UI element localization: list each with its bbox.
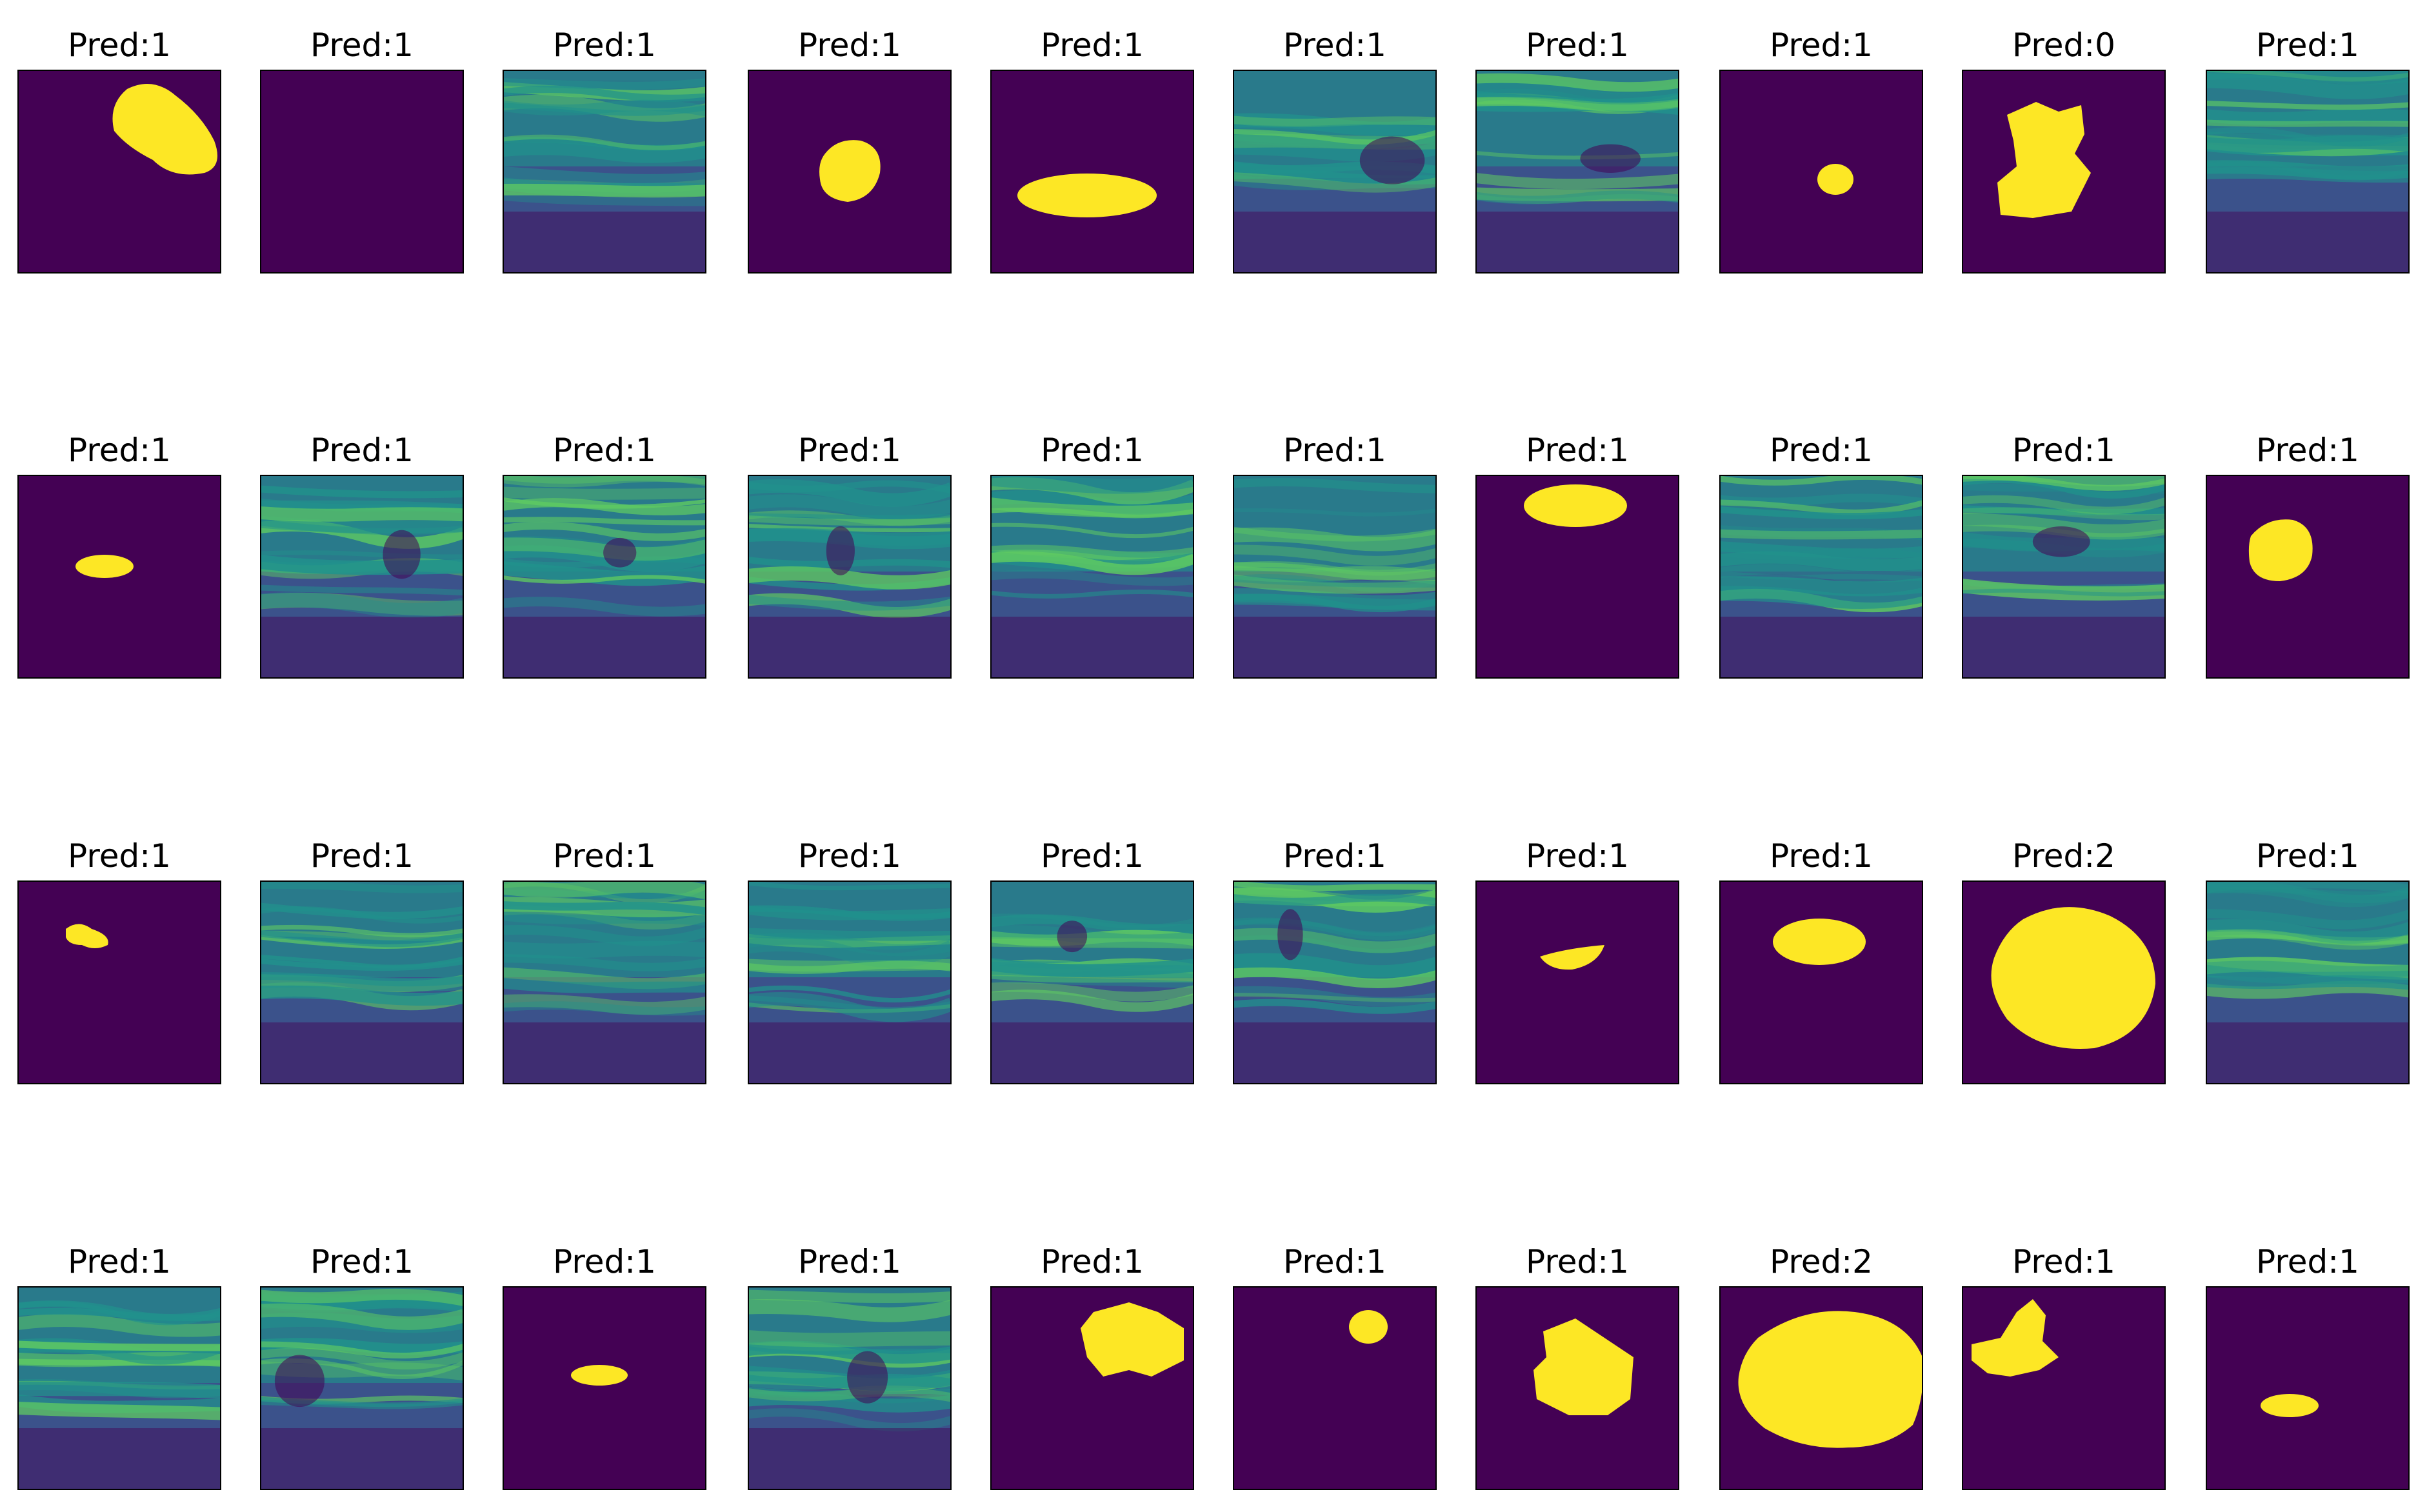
ultrasound-image (748, 880, 952, 1084)
segmentation-mask-image (1962, 880, 2166, 1084)
tile-title: Pred:1 (1526, 837, 1629, 875)
tile-title: Pred:1 (2012, 432, 2115, 469)
ultrasound-image (17, 1286, 221, 1490)
ultrasound-image (1475, 70, 1679, 274)
segmentation-mask-image (1719, 1286, 1923, 1490)
tile-title: Pred:1 (310, 1243, 414, 1280)
tile-title: Pred:1 (1041, 432, 1144, 469)
tile-title: Pred:1 (1526, 432, 1629, 469)
tile-title: Pred:1 (1770, 26, 1873, 64)
segmentation-mask-image (1719, 70, 1923, 274)
ultrasound-image (260, 880, 464, 1084)
tile-title: Pred:1 (2256, 837, 2359, 875)
tile-title: Pred:2 (1770, 1243, 1873, 1280)
tile-title: Pred:1 (1770, 837, 1873, 875)
tile-title: Pred:1 (68, 1243, 171, 1280)
tile-title: Pred:1 (553, 432, 656, 469)
segmentation-mask-image (503, 1286, 706, 1490)
tile-title: Pred:0 (2012, 26, 2115, 64)
segmentation-mask-image (1475, 880, 1679, 1084)
segmentation-mask-image (990, 70, 1194, 274)
tile-title: Pred:1 (1041, 1243, 1144, 1280)
tile-title: Pred:1 (1283, 1243, 1386, 1280)
tile-title: Pred:1 (798, 1243, 901, 1280)
tile-title: Pred:1 (553, 837, 656, 875)
tile-title: Pred:1 (553, 1243, 656, 1280)
tile-title: Pred:1 (310, 432, 414, 469)
tile-title: Pred:1 (2256, 432, 2359, 469)
tile-title: Pred:1 (2012, 1243, 2115, 1280)
tile-title: Pred:1 (1526, 26, 1629, 64)
segmentation-mask-image (2206, 475, 2410, 679)
ultrasound-image (260, 475, 464, 679)
tile-title: Pred:1 (68, 837, 171, 875)
ultrasound-image (503, 880, 706, 1084)
ultrasound-image (1962, 475, 2166, 679)
ultrasound-image (503, 475, 706, 679)
ultrasound-image (2206, 880, 2410, 1084)
tile-title: Pred:1 (2256, 26, 2359, 64)
segmentation-mask-image (17, 475, 221, 679)
segmentation-mask-image (17, 70, 221, 274)
tile-title: Pred:1 (68, 26, 171, 64)
tile-title: Pred:1 (1283, 837, 1386, 875)
tile-title: Pred:1 (553, 26, 656, 64)
ultrasound-image (1719, 475, 1923, 679)
segmentation-mask-image (748, 70, 952, 274)
segmentation-mask-image (1475, 475, 1679, 679)
ultrasound-image (748, 1286, 952, 1490)
segmentation-mask-image (1962, 70, 2166, 274)
tile-title: Pred:1 (310, 837, 414, 875)
tile-title: Pred:1 (798, 26, 901, 64)
ultrasound-image (990, 475, 1194, 679)
ultrasound-image (990, 880, 1194, 1084)
ultrasound-image (748, 475, 952, 679)
tile-title: Pred:1 (1283, 26, 1386, 64)
segmentation-mask-image (1233, 1286, 1437, 1490)
segmentation-mask-image (990, 1286, 1194, 1490)
tile-title: Pred:1 (798, 432, 901, 469)
segmentation-mask-image (2206, 1286, 2410, 1490)
tile-title: Pred:2 (2012, 837, 2115, 875)
tile-title: Pred:1 (1041, 26, 1144, 64)
tile-title: Pred:1 (1770, 432, 1873, 469)
empty-mask-image (260, 70, 464, 274)
ultrasound-image (260, 1286, 464, 1490)
ultrasound-image (1233, 880, 1437, 1084)
tile-title: Pred:1 (1041, 837, 1144, 875)
ultrasound-image (1233, 70, 1437, 274)
tile-title: Pred:1 (2256, 1243, 2359, 1280)
ultrasound-image (1233, 475, 1437, 679)
tile-title: Pred:1 (310, 26, 414, 64)
segmentation-mask-image (1719, 880, 1923, 1084)
segmentation-mask-image (1962, 1286, 2166, 1490)
segmentation-mask-image (1475, 1286, 1679, 1490)
segmentation-mask-image (17, 880, 221, 1084)
tile-title: Pred:1 (68, 432, 171, 469)
tile-title: Pred:1 (1526, 1243, 1629, 1280)
ultrasound-image (503, 70, 706, 274)
ultrasound-image (2206, 70, 2410, 274)
tile-title: Pred:1 (798, 837, 901, 875)
tile-title: Pred:1 (1283, 432, 1386, 469)
